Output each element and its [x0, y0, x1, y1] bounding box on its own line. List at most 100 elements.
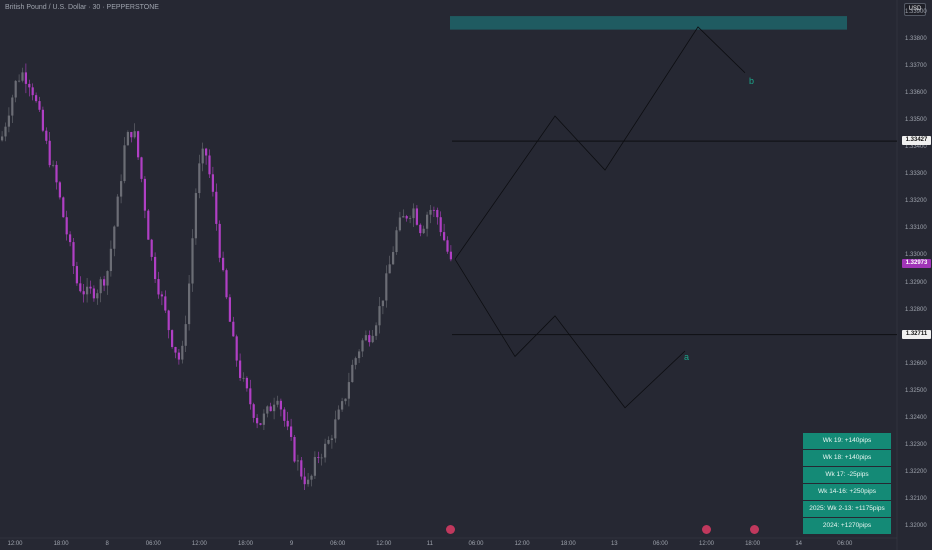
candle	[300, 456, 303, 480]
candle	[205, 147, 208, 165]
candle-body	[72, 242, 75, 267]
candle	[235, 334, 238, 367]
candle	[405, 214, 408, 222]
candle-body	[106, 271, 109, 286]
price-tick-label: 1.33100	[905, 225, 927, 232]
candle	[334, 410, 337, 443]
candle	[41, 106, 44, 133]
candle	[82, 283, 85, 303]
candle	[364, 330, 367, 342]
candle	[120, 174, 123, 204]
price-tick-label: 1.32400	[905, 414, 927, 421]
candle-body	[113, 226, 116, 249]
candle-body	[52, 164, 55, 166]
stat-row: Wk 17: -25pips	[803, 467, 891, 483]
candle-body	[45, 130, 48, 141]
candle	[62, 196, 65, 218]
candle	[449, 245, 452, 262]
candle-body	[426, 214, 429, 229]
time-tick-label: 18:00	[560, 541, 576, 547]
candle-body	[242, 377, 245, 379]
candle	[242, 372, 245, 382]
candle	[154, 252, 157, 283]
candle-body	[324, 443, 327, 458]
candle	[72, 237, 75, 274]
candle	[368, 330, 371, 347]
price-tick-label: 1.32000	[905, 522, 927, 529]
candle	[113, 225, 116, 257]
candle	[266, 405, 269, 418]
candle-body	[313, 457, 316, 476]
candle-body	[429, 209, 432, 215]
candle	[392, 246, 395, 265]
candle-body	[79, 283, 82, 292]
candle-body	[191, 238, 194, 284]
time-tick-label: 18:00	[237, 541, 254, 547]
candle	[184, 315, 187, 353]
candle	[14, 80, 17, 103]
candle-body	[283, 409, 286, 421]
candle	[150, 238, 153, 261]
symbol-title: British Pound / U.S. Dollar · 30 · PEPPE…	[5, 4, 159, 11]
candle	[133, 123, 136, 139]
candle	[171, 329, 174, 349]
candle	[446, 236, 449, 254]
candle-body	[174, 346, 177, 353]
candle-body	[443, 232, 446, 241]
candle-body	[65, 217, 68, 235]
candle-body	[385, 273, 388, 301]
candle-body	[205, 148, 208, 156]
candle-body	[143, 178, 146, 211]
time-tick-label: 12:00	[698, 541, 715, 547]
candle	[160, 291, 163, 306]
flag-icon[interactable]	[446, 525, 455, 534]
candle-body	[296, 460, 299, 462]
stat-row: Wk 19: +140pips	[803, 433, 891, 449]
resistance-zone	[450, 16, 847, 30]
candle-body	[405, 216, 408, 219]
candle	[378, 297, 381, 334]
candle-body	[388, 264, 391, 274]
candle-body	[412, 208, 415, 219]
candle	[130, 131, 133, 143]
candle-body	[123, 145, 126, 182]
candle-body	[140, 157, 143, 179]
candle	[381, 300, 384, 315]
price-tick-label: 1.32600	[905, 360, 927, 367]
level-low-tag: 1.32711	[902, 329, 931, 339]
candle	[58, 181, 61, 200]
currency-badge[interactable]: USD	[904, 3, 926, 16]
candle-body	[279, 400, 282, 410]
candle	[317, 451, 320, 464]
candle	[181, 340, 184, 364]
candle	[310, 474, 313, 487]
candle-body	[354, 358, 357, 365]
candle-body	[300, 460, 303, 477]
stat-row: Wk 18: +140pips	[803, 450, 891, 466]
candle-body	[35, 95, 38, 102]
candle-body	[269, 406, 272, 412]
time-tick-label: 06:00	[837, 541, 853, 547]
candle-body	[266, 406, 269, 414]
flag-icon[interactable]	[702, 525, 711, 534]
level-high-tag: 1.33427	[902, 136, 931, 146]
candle	[385, 265, 388, 308]
candle-body	[133, 131, 136, 138]
flag-icon[interactable]	[750, 525, 759, 534]
candle-body	[449, 251, 452, 260]
projection-path-upper	[454, 26, 746, 260]
candle-body	[334, 419, 337, 439]
price-tick-label: 1.32500	[905, 387, 927, 394]
price-tick-label: 1.33400	[905, 144, 927, 151]
candle-body	[358, 351, 361, 359]
price-tick-label: 1.32900	[905, 279, 927, 286]
candle-body	[177, 352, 180, 360]
candle-body	[222, 257, 225, 271]
candle	[222, 251, 225, 272]
price-tick-label: 1.32100	[905, 495, 927, 502]
candle-body	[157, 279, 160, 295]
time-tick-label: 12:00	[7, 541, 23, 547]
candle	[38, 96, 41, 112]
candle-body	[228, 297, 231, 322]
